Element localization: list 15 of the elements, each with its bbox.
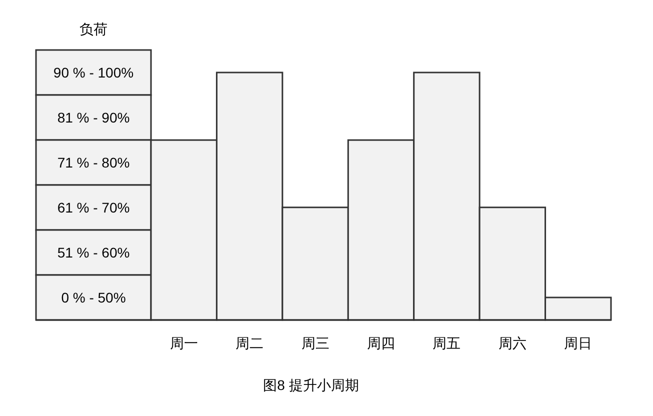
x-tick-label: 周四 bbox=[367, 335, 395, 351]
x-tick-label: 周一 bbox=[170, 335, 198, 351]
x-tick-label: 周日 bbox=[564, 335, 592, 351]
text: 图8 提升小周期 bbox=[263, 377, 359, 393]
text: 71 % - 80% bbox=[57, 154, 130, 170]
text: 61 % - 70% bbox=[57, 200, 130, 216]
text: 81 % - 90% bbox=[57, 110, 130, 126]
x-tick-label: 周三 bbox=[301, 335, 330, 351]
x-tick-label: 周六 bbox=[498, 335, 526, 351]
text: 90 % - 100% bbox=[53, 64, 134, 80]
y-axis-title: 负荷 bbox=[80, 21, 108, 37]
text: 0 % - 50% bbox=[61, 290, 126, 306]
text: 51 % - 60% bbox=[57, 244, 130, 260]
x-tick-label: 周二 bbox=[236, 335, 264, 351]
x-tick-label: 周五 bbox=[432, 335, 461, 351]
